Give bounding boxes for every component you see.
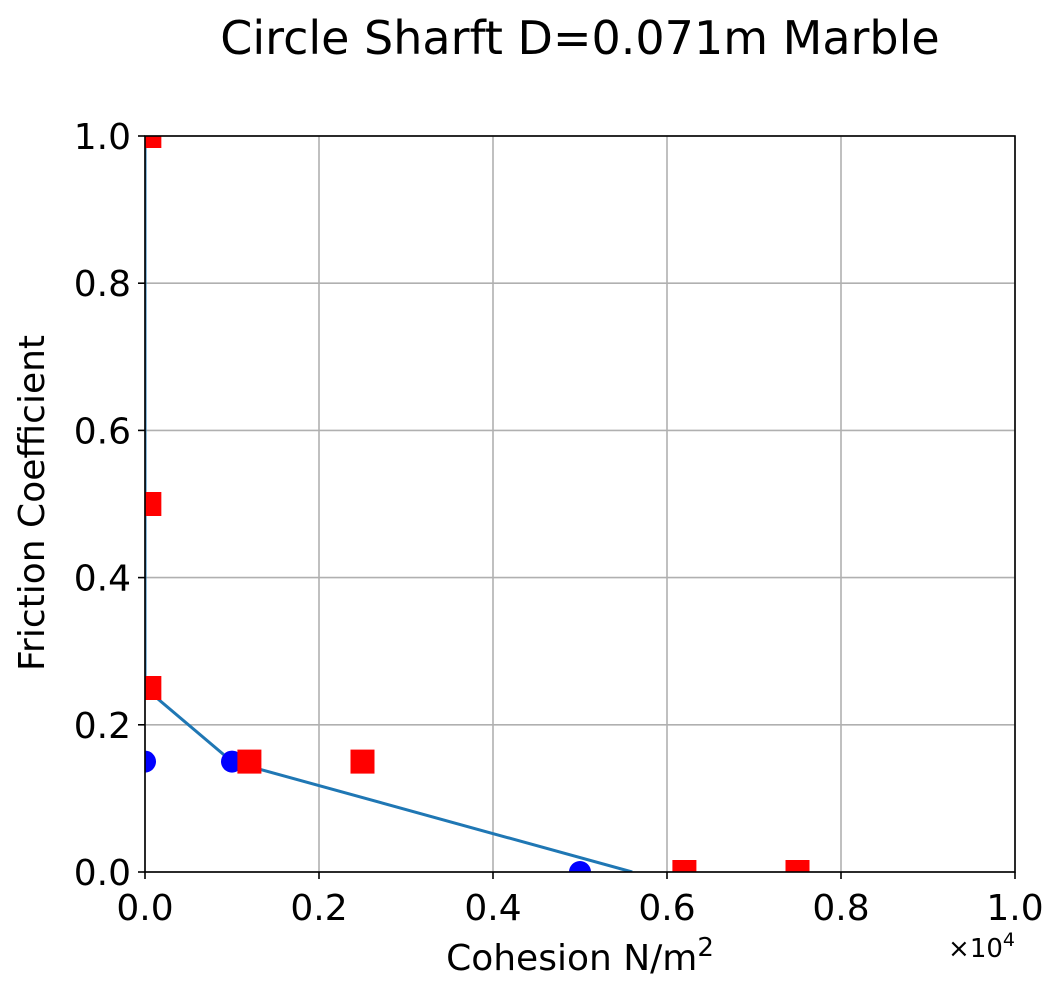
data-point-square — [237, 749, 262, 774]
y-tick-label: 0.0 — [74, 853, 131, 894]
data-point-square — [672, 860, 697, 872]
y-tick-label: 0.6 — [74, 411, 131, 452]
grid — [144, 135, 1016, 873]
series-line — [145, 136, 633, 872]
x-offset-exponent: 4 — [1003, 929, 1015, 951]
x-tick-label: 1.0 — [986, 888, 1043, 929]
x-tick-label: 0.2 — [290, 888, 347, 929]
x-axis-label-superscript: 2 — [697, 933, 714, 963]
x-axis-label: Cohesion N/m2 — [446, 933, 714, 979]
tick-labels: 0.0 0.2 0.4 0.6 0.8 1.0 0.0 0.2 0.4 0.6 0.8 1.0 — [74, 117, 1044, 929]
x-axis-label-text: Cohesion N/m — [446, 938, 697, 979]
data-point-square — [145, 136, 162, 148]
ticks — [138, 135, 1016, 879]
x-tick-label: 0.0 — [116, 888, 173, 929]
data-point-square — [350, 749, 375, 774]
series-polyline — [145, 136, 633, 872]
chart-title: Circle Sharft D=0.071m Marble — [220, 11, 939, 65]
data-point-circle — [145, 750, 156, 773]
x-offset-base: ×10 — [948, 934, 1003, 964]
x-tick-label: 0.6 — [638, 888, 695, 929]
y-tick-label: 0.2 — [74, 706, 131, 747]
y-tick-label: 1.0 — [74, 117, 131, 158]
x-offset-text: ×104 — [948, 929, 1015, 964]
data-point-square — [145, 492, 162, 516]
data-point-circle — [569, 861, 591, 872]
markers — [145, 136, 810, 872]
y-tick-label: 0.8 — [74, 264, 131, 305]
x-tick-label: 0.8 — [812, 888, 869, 929]
plot-frame — [144, 135, 1016, 873]
y-axis-label: Friction Coefficient — [12, 335, 53, 671]
data-point-square — [145, 676, 162, 700]
x-tick-label: 0.4 — [464, 888, 521, 929]
data-point-square — [785, 860, 810, 872]
y-tick-label: 0.4 — [74, 559, 131, 600]
